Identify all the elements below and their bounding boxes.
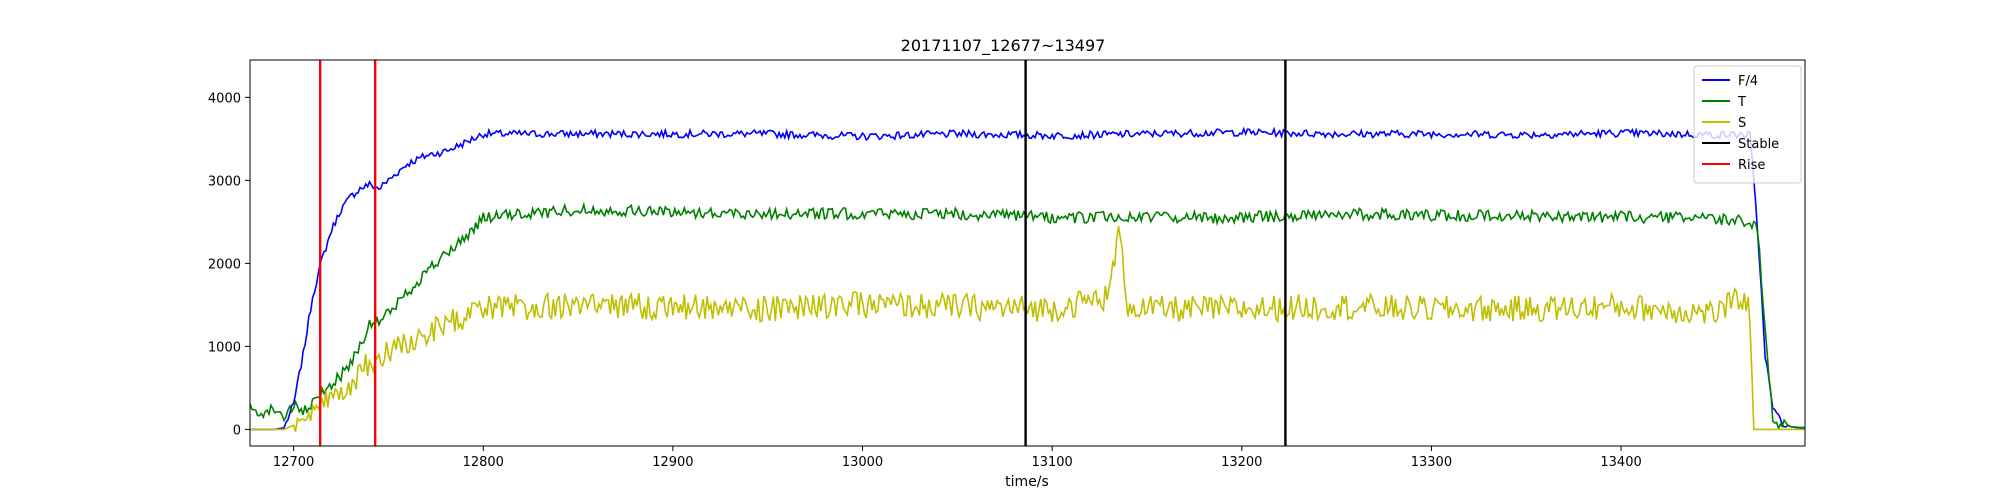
series-line-s <box>250 226 1805 432</box>
legend-label: S <box>1738 116 1746 131</box>
y-tick-label: 1000 <box>208 340 241 355</box>
x-tick-label: 13200 <box>1221 455 1262 470</box>
legend-box <box>1693 65 1802 184</box>
series-line-f4 <box>250 126 1806 431</box>
series-layer <box>249 126 1806 432</box>
legend-label: F/4 <box>1738 74 1758 89</box>
x-axis-label: time/s <box>1005 474 1049 490</box>
x-tick-label: 12800 <box>463 455 504 470</box>
x-axis: 12700 12800 12900 13000 13100 13200 13300 13400 <box>273 446 1642 470</box>
y-tick-label: 0 <box>233 423 241 438</box>
y-tick-label: 2000 <box>208 257 241 272</box>
plot-area <box>249 59 1806 447</box>
x-tick-label: 13300 <box>1411 455 1452 470</box>
x-tick-label: 13100 <box>1031 455 1072 470</box>
y-tick-label: 3000 <box>208 174 241 189</box>
legend-label: Rise <box>1738 158 1765 173</box>
y-tick-label: 4000 <box>208 91 241 106</box>
plot-frame <box>249 59 1806 447</box>
chart-title: 20171107_12677~13497 <box>901 36 1106 56</box>
x-tick-label: 12900 <box>652 455 693 470</box>
legend-label: Stable <box>1738 137 1779 152</box>
x-tick-label: 13000 <box>842 455 883 470</box>
legend-label: T <box>1737 95 1746 110</box>
legend: F/4 TS Stable Rise <box>1693 65 1802 184</box>
series-line-t <box>249 201 1806 431</box>
vertical-markers <box>318 60 1287 446</box>
x-tick-label: 13400 <box>1600 455 1641 470</box>
x-tick-label: 12700 <box>273 455 314 470</box>
y-axis: 0 1000 2000 3000 4000 <box>208 91 250 438</box>
